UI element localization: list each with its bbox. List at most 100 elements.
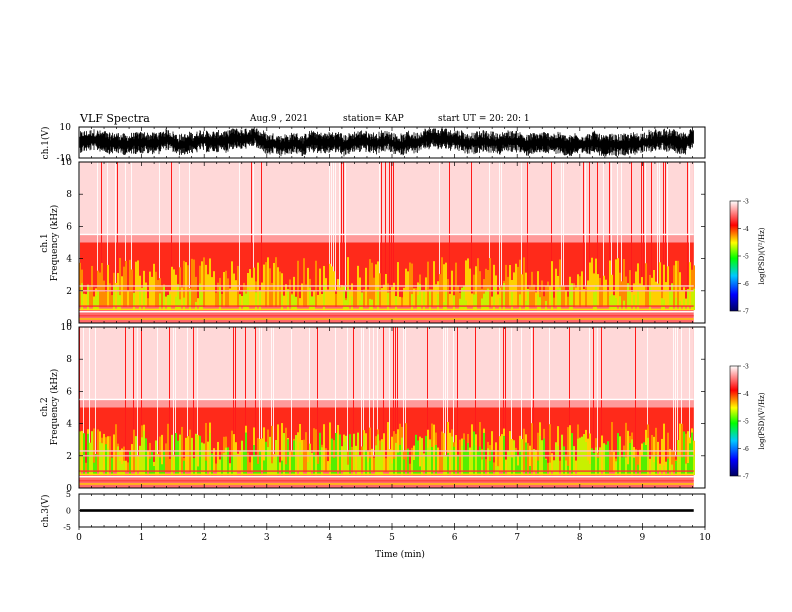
spectrogram-streak [333, 162, 334, 291]
spectrogram-cell [157, 456, 159, 476]
spectrogram-cell [123, 446, 125, 472]
spectrogram-streak [335, 162, 336, 291]
spectrogram-cell [389, 292, 391, 307]
spectrogram-cell [131, 269, 133, 307]
spectrogram-cell [409, 262, 411, 307]
spectrogram-cell [145, 282, 147, 307]
spectrogram-cell [359, 300, 361, 311]
spectrogram-cell [255, 454, 257, 476]
spectrogram-cell [477, 451, 479, 476]
spectrogram-cell [323, 424, 325, 472]
spectrogram-cell [551, 453, 553, 472]
spectrogram-cell [659, 465, 661, 476]
spectrogram-cell [171, 266, 173, 307]
spectrogram-streak [621, 162, 622, 291]
spectrogram-cell [161, 464, 163, 476]
spectrogram-cell [133, 292, 135, 311]
spectrogram-cell [381, 288, 383, 307]
spectrogram-cell [257, 262, 259, 307]
spectrogram-cell [245, 293, 247, 311]
spectrogram-cell [331, 266, 333, 307]
spectrogram-cell [147, 298, 149, 307]
spectrogram-streak [689, 162, 690, 291]
spectrogram-cell [465, 300, 467, 311]
spectrogram-cell [293, 440, 295, 476]
spectrogram-band [79, 455, 694, 457]
spectrogram-cell [371, 448, 373, 472]
spectrogram-cell [557, 446, 559, 476]
spectrogram-band [79, 483, 694, 485]
ch2-spectrogram-xticks [78, 327, 706, 488]
spectrogram-cell [469, 268, 471, 307]
spectrogram-cell [359, 456, 361, 476]
spectrogram-cell [97, 289, 99, 311]
spectrogram-streak [403, 327, 404, 456]
spectrogram-cell [207, 441, 209, 472]
spectrogram-streak [345, 162, 346, 291]
spectrogram-cell [183, 260, 185, 307]
spectrogram-cell [693, 454, 695, 476]
spectrogram-cell [217, 282, 219, 307]
spectrogram-cell [559, 259, 561, 307]
spectrogram-cell [693, 288, 695, 311]
spectrogram-cell [507, 276, 509, 307]
spectrogram-cell [277, 455, 279, 476]
spectrogram-cell [367, 451, 369, 472]
spectrogram-cell [305, 432, 307, 472]
spectrogram-cell [577, 438, 579, 476]
spectrogram-cell [231, 261, 233, 307]
spectrogram-band [79, 315, 694, 317]
spectrogram-streak [439, 162, 440, 291]
ch1-ytick-label: 10 [60, 123, 72, 133]
time-xtick-label: 0 [76, 533, 82, 543]
spectrogram-band [79, 318, 694, 320]
spectrogram-cell [409, 463, 411, 472]
spectrogram-streak [179, 162, 180, 291]
spectrogram-cell [679, 272, 681, 307]
spectrogram-cell [533, 449, 535, 476]
spectrogram-cell [531, 271, 533, 307]
spectrogram-cell [245, 432, 247, 476]
spectrogram-cell [413, 445, 415, 472]
spectrogram-cell [169, 294, 171, 311]
spectrogram-cell [395, 442, 397, 476]
spectrogram-cell [453, 446, 455, 476]
spectrogram-cell [443, 433, 445, 472]
spectrogram-cell [307, 267, 309, 307]
spectrogram-cell [449, 293, 451, 307]
spectrogram-cell [171, 434, 173, 476]
spectrogram-cell [87, 433, 89, 476]
spectrogram-cell [309, 287, 311, 311]
spectrogram-cell [521, 439, 523, 476]
spectrogram-cell [551, 261, 553, 307]
spectrogram-streak [107, 162, 108, 291]
colorbar-tick-label: -3 [743, 364, 749, 371]
spectrogram-cell [575, 460, 577, 472]
time-xtick-label: 10 [699, 533, 711, 543]
spectrogram-cell [691, 290, 693, 311]
ch1-ylabel: ch.1(V) [40, 127, 51, 160]
spectrogram-streak [339, 162, 340, 291]
spectrogram-cell [411, 263, 413, 307]
spectrogram-streak [521, 327, 522, 456]
spectrogram-cell [537, 432, 539, 472]
spectrogram-cell [541, 440, 543, 476]
spectrogram-cell [197, 298, 199, 307]
spectrogram-cell [105, 444, 107, 476]
spectrogram-cell [401, 297, 403, 307]
spectrogram-cell [483, 293, 485, 311]
spectrogram-cell [185, 437, 187, 472]
spectrogram-cell [481, 298, 483, 311]
spectrogram-cell [295, 435, 297, 476]
spectrogram-cell [453, 295, 455, 311]
spectrogram-streak [511, 327, 512, 456]
spectrogram-cell [329, 463, 331, 476]
time-xticks: 0 1 2 3 4 5 6 7 8 9 10 [76, 494, 711, 543]
spectrogram-cell [267, 257, 269, 307]
spectrogram-cell [331, 438, 333, 476]
spectrogram-cell [367, 462, 369, 476]
spectrogram-cell [119, 257, 121, 307]
spectrogram-streak [89, 327, 90, 456]
spectrogram-cell [235, 280, 237, 307]
spectrogram-streak [157, 327, 158, 456]
